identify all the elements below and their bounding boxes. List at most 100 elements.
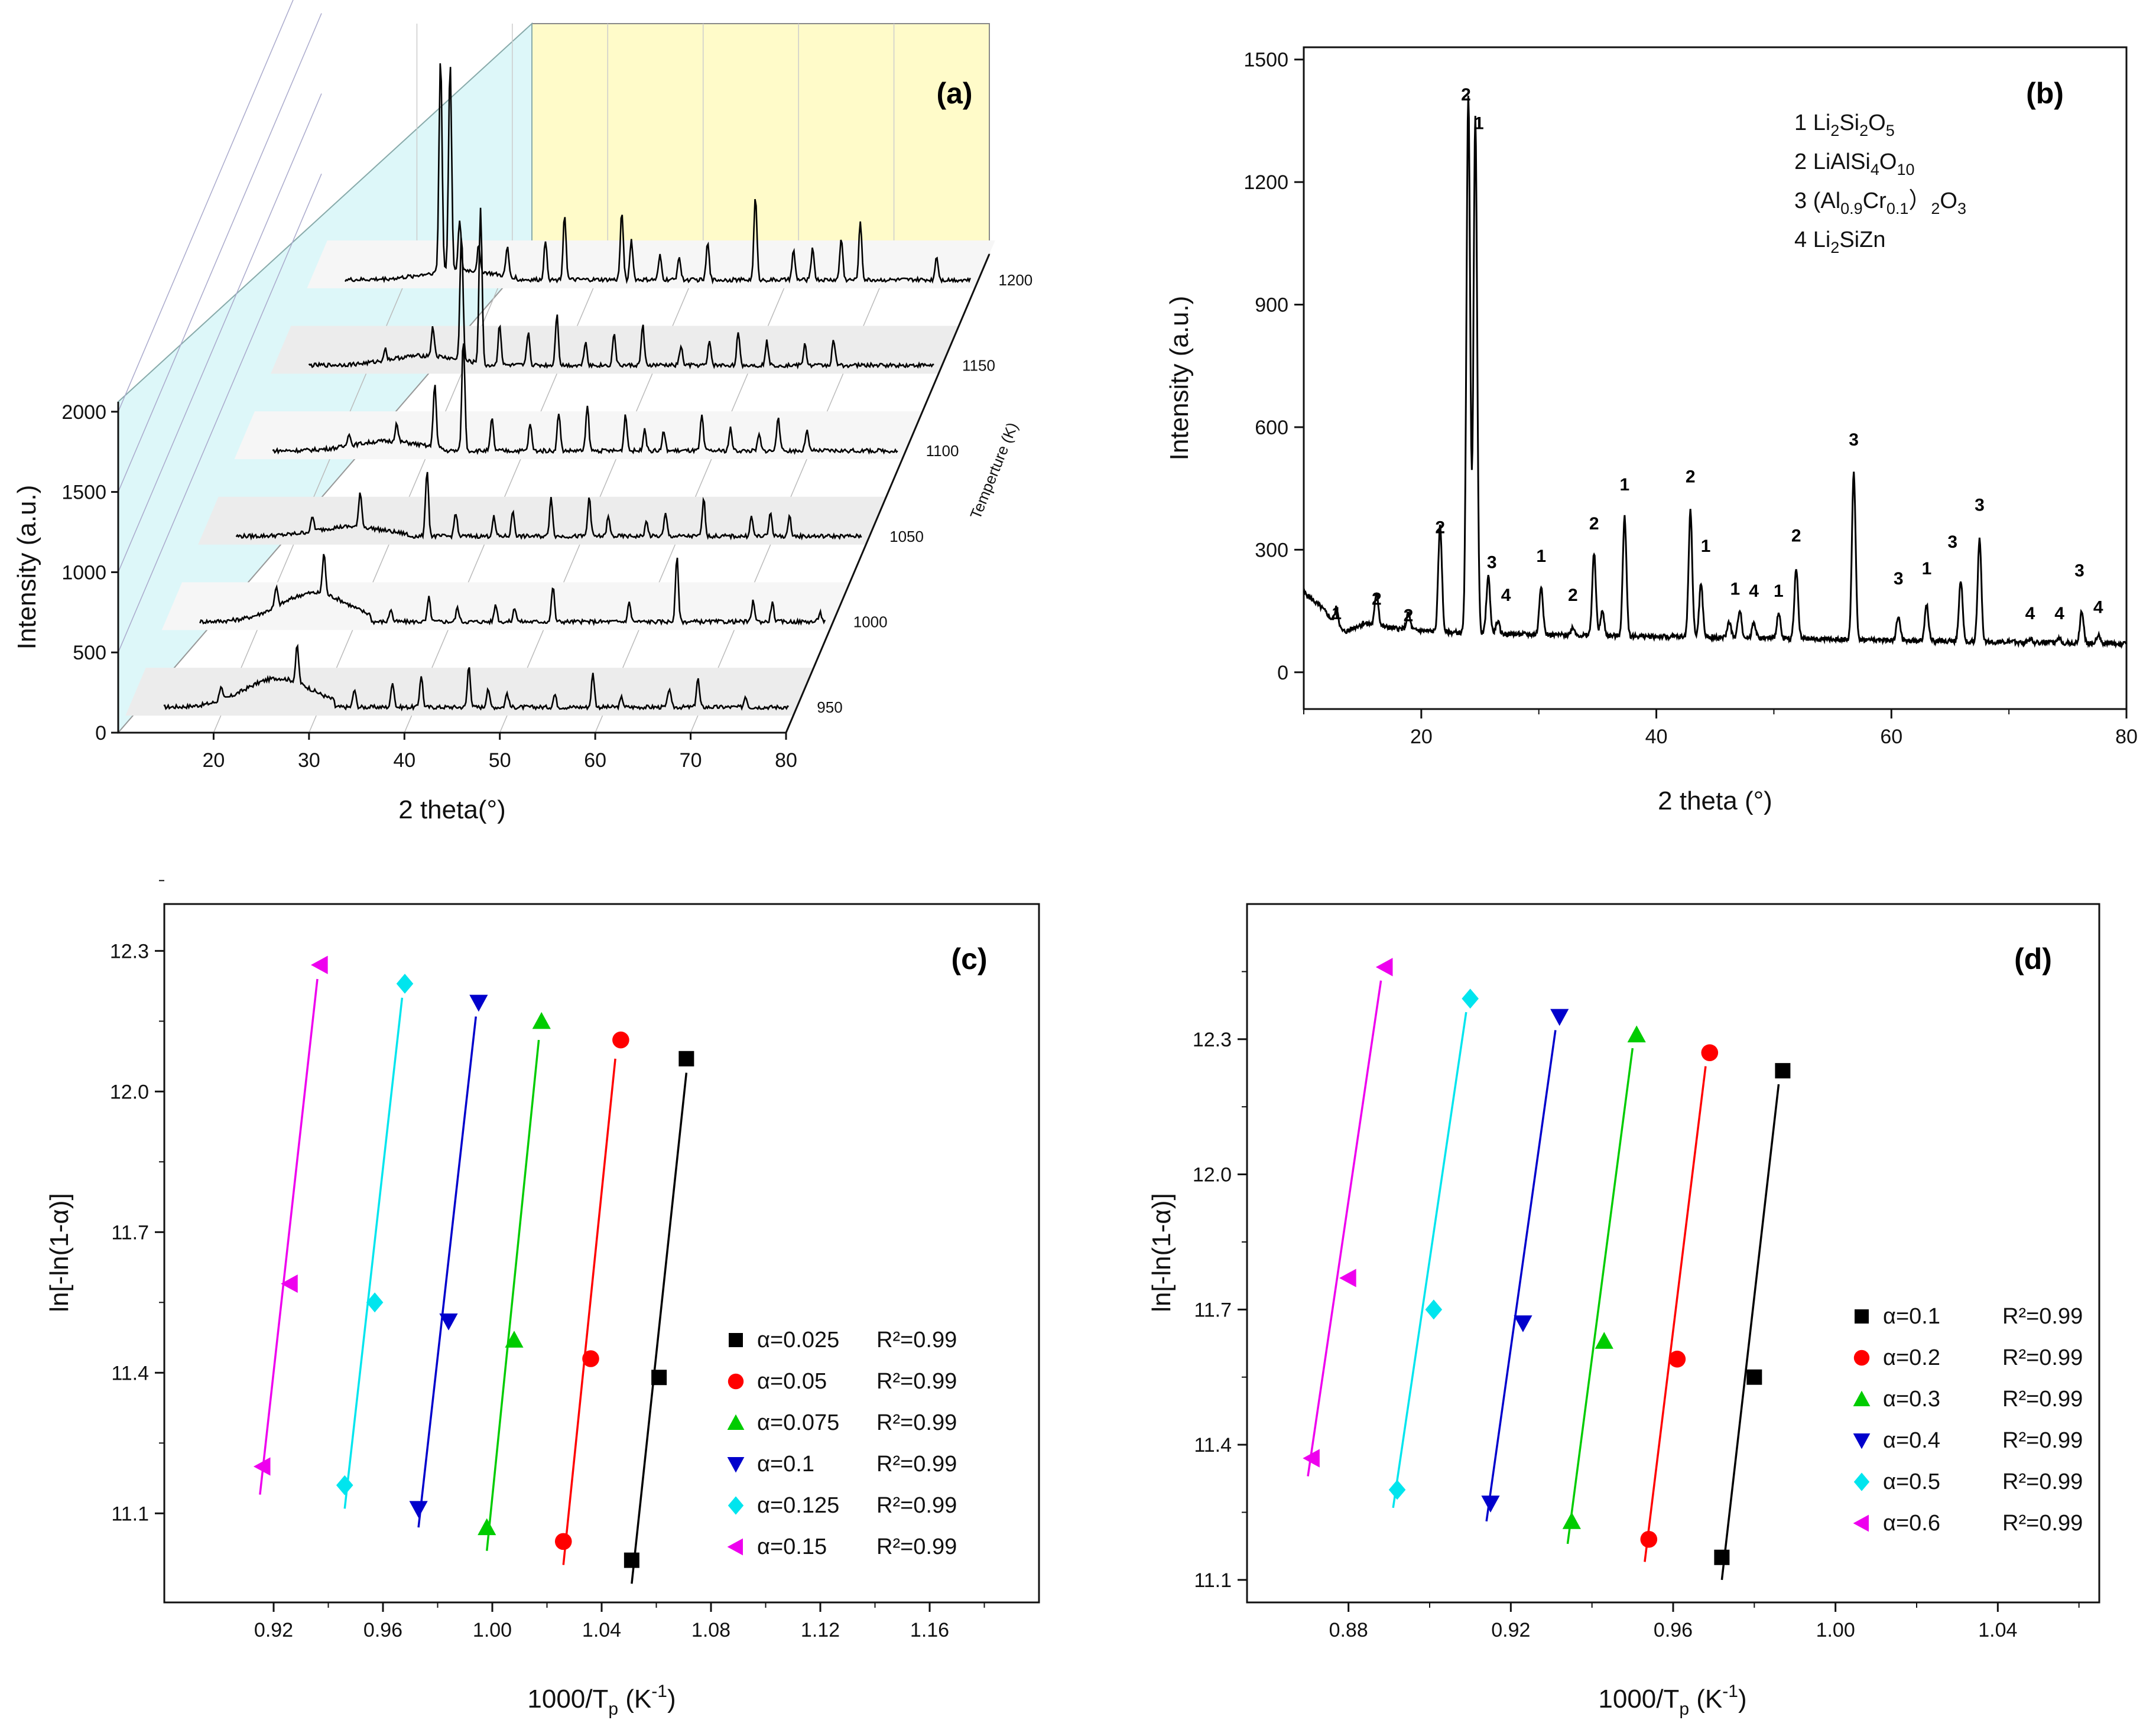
c-data-point <box>253 1457 271 1476</box>
c-data-point <box>532 1012 551 1029</box>
d-fit-line <box>1644 1066 1707 1562</box>
a-ribbon-1050 <box>198 496 887 545</box>
d-plot-frame <box>1246 903 2100 1604</box>
c-data-point <box>281 1274 298 1293</box>
a-trace-1150 <box>308 207 934 370</box>
b-peak-label: 1 <box>1474 113 1484 133</box>
a-temperature-tick-label: 1200 <box>998 271 1032 289</box>
d-data-point <box>1627 1025 1646 1043</box>
c-data-point <box>582 1350 599 1367</box>
d-data-point <box>1595 1332 1613 1349</box>
d-legend: α=0.1 R²=0.99 α=0.2 R²=0.99 α=0.3 R²=0.99 α=0.… <box>1853 1304 2083 1536</box>
b-peak-label: 3 <box>1894 569 1904 588</box>
a-x-tick-label: 50 <box>489 749 511 772</box>
c-legend-label: α=0.025 <box>757 1328 839 1352</box>
b-phase-legend: 1 Li2Si2O5 2 LiAlSi4O10 3 (Al0.9Cr0.1）2O3 4… <box>1794 110 1966 256</box>
c-y-tick-label: 11.4 <box>111 1362 149 1384</box>
c-legend-label: α=0.15 <box>757 1534 827 1559</box>
c-x-tick-label: 0.92 <box>254 1619 293 1641</box>
c-data-point <box>336 1475 353 1495</box>
b-phase-legend-entry: 4 Li2SiZn <box>1794 227 1885 256</box>
b-phase-legend-entry: 2 LiAlSi4O10 <box>1794 149 1915 178</box>
a-y-tick-label: 2000 <box>61 401 106 424</box>
b-phase-legend-entry: 3 (Al0.9Cr0.1）2O3 <box>1794 188 1966 217</box>
d-legend-marker <box>1853 1350 1870 1366</box>
d-x-tick-label: 0.92 <box>1491 1619 1530 1641</box>
c-x-tick-label: 0.96 <box>363 1619 402 1641</box>
a-ribbon-1100 <box>234 411 923 460</box>
d-data-point <box>1640 1530 1658 1548</box>
d-data-point <box>1303 1449 1320 1468</box>
c-y-tick-label: 11.7 <box>111 1221 149 1244</box>
b-x-tick-label: 40 <box>1645 726 1668 748</box>
d-legend-label: α=0.6 <box>1883 1511 1940 1536</box>
a-x-tick-label: 40 <box>393 749 415 772</box>
c-y-tick-label: 11.1 <box>111 1503 149 1525</box>
d-legend-r2: R²=0.99 <box>2002 1511 2083 1536</box>
a-ribbon-1200 <box>307 240 995 288</box>
d-legend-label: α=0.3 <box>1883 1387 1940 1412</box>
c-legend-marker <box>727 1457 745 1473</box>
b-peak-label: 3 <box>1975 496 1985 515</box>
panel-c-label: (c) <box>951 942 987 976</box>
a-temperature-tick-label: 950 <box>817 698 842 716</box>
d-legend-label: α=0.1 <box>1883 1304 1940 1329</box>
c-x-axis-label: 1000/Tp (K-1) <box>527 1682 676 1719</box>
d-legend-label: α=0.2 <box>1883 1345 1940 1370</box>
back-wall <box>531 23 990 255</box>
c-data-point <box>554 1533 572 1550</box>
c-fit-line <box>562 1058 616 1565</box>
c-legend-marker <box>728 1496 744 1515</box>
b-x-tick-label: 20 <box>1410 726 1433 748</box>
c-fit-line <box>343 997 404 1509</box>
c-y-tick-label: 12.0 <box>110 1081 149 1103</box>
d-data-point <box>1481 1495 1500 1513</box>
panel-a-waterfall-chart: 1200 1150 1100 1050 1000 950 20 30 40 50 60 70 80 0 5… <box>12 0 1032 824</box>
panel-a-label: (a) <box>936 77 972 110</box>
b-plot-frame <box>1303 46 2128 710</box>
a-z-axis <box>785 253 991 733</box>
d-legend-marker <box>1853 1433 1871 1449</box>
b-peak-label: 2 <box>1435 518 1445 538</box>
c-data-point <box>366 1292 384 1313</box>
c-legend-label: α=0.05 <box>757 1369 827 1394</box>
b-peak-label: 3 <box>1947 532 1957 552</box>
b-peak-label: 2 <box>1589 514 1599 534</box>
b-x-tick-label: 80 <box>2115 726 2138 748</box>
a-trace-1100 <box>272 343 898 456</box>
a-y-tick-label: 0 <box>95 722 106 744</box>
c-legend-r2: R²=0.99 <box>876 1410 957 1435</box>
c-fit-line <box>486 1039 540 1551</box>
b-peak-label: 2 <box>1568 586 1578 605</box>
b-peak-label: 2 <box>1791 526 1801 546</box>
b-peak-label: 4 <box>2093 598 2103 617</box>
a-y-tick-label: 500 <box>73 642 106 664</box>
b-peak-label: 4 <box>2054 604 2064 623</box>
b-peak-label: 2 <box>1404 606 1414 625</box>
b-phase-legend-entry: 1 Li2Si2O5 <box>1794 110 1895 139</box>
d-x-tick-label: 1.00 <box>1816 1619 1855 1641</box>
d-y-axis-label: ln[-ln(1-α)] <box>1147 1193 1176 1312</box>
b-y-tick-label: 0 <box>1277 662 1288 684</box>
b-peak-label: 1 <box>1332 604 1342 623</box>
d-legend-label: α=0.4 <box>1883 1428 1940 1453</box>
d-legend-r2: R²=0.99 <box>2002 1469 2083 1494</box>
c-data-point <box>678 1051 694 1067</box>
a-sidewall-gridline <box>118 173 322 653</box>
d-fit-line <box>1307 980 1382 1477</box>
b-peak-label: 4 <box>2025 604 2035 623</box>
d-legend-marker <box>1855 1309 1869 1324</box>
d-x-axis-label: 1000/Tp (K-1) <box>1598 1682 1746 1719</box>
d-data-point <box>1514 1315 1532 1332</box>
d-data-point <box>1701 1044 1719 1061</box>
b-peak-label: 2 <box>1686 467 1696 486</box>
d-data-point <box>1388 1480 1406 1500</box>
d-y-tick-label: 11.4 <box>1194 1434 1232 1456</box>
c-data-point <box>478 1518 496 1536</box>
c-legend-marker <box>727 1414 745 1430</box>
a-temperature-tick-label: 1050 <box>889 528 924 545</box>
d-data-point <box>1375 958 1393 977</box>
a-ribbon-950 <box>125 668 814 716</box>
